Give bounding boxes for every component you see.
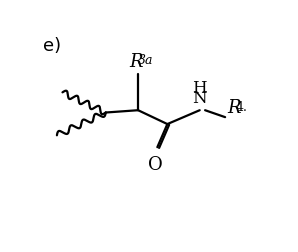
Text: N: N — [193, 89, 207, 106]
Text: R: R — [129, 53, 142, 71]
Text: 4.: 4. — [236, 101, 248, 114]
Text: R: R — [227, 98, 241, 116]
Text: H: H — [193, 80, 207, 97]
Text: e): e) — [44, 36, 61, 54]
Text: 3a: 3a — [138, 54, 153, 67]
Text: O: O — [148, 155, 163, 173]
